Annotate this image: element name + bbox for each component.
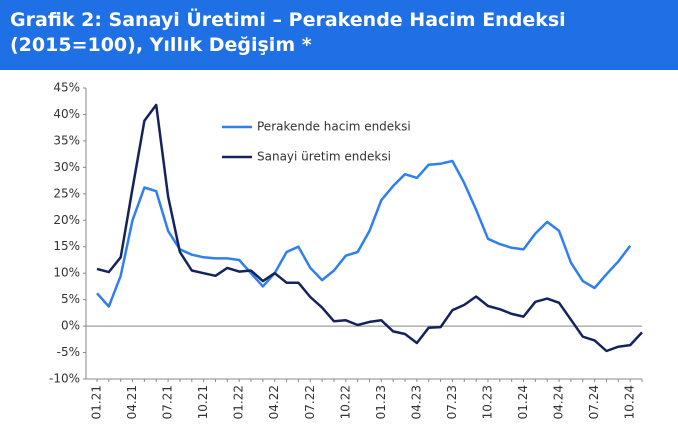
y-tick-label: 25% <box>53 186 80 200</box>
x-tick-label: 10.24 <box>623 385 637 419</box>
y-tick-label: -5% <box>57 345 80 359</box>
x-tick-label: 07.22 <box>303 385 317 419</box>
x-tick-label: 07.24 <box>587 385 601 419</box>
x-tick-label: 07.23 <box>445 385 459 419</box>
legend-label: Sanayi üretim endeksi <box>257 150 391 164</box>
chart-title: Grafik 2: Sanayi Üretimi – Perakende Hac… <box>0 0 678 70</box>
x-tick-label: 01.23 <box>374 385 388 419</box>
x-tick-label: 04.22 <box>267 385 281 419</box>
y-tick-label: 15% <box>53 239 80 253</box>
x-tick-label: 10.21 <box>196 385 210 419</box>
legend-label: Perakende hacim endeksi <box>257 120 411 134</box>
x-tick-label: 10.23 <box>480 385 494 419</box>
y-tick-label: 5% <box>61 292 80 306</box>
y-tick-label: 10% <box>53 266 80 280</box>
x-tick-label: 01.21 <box>90 385 104 419</box>
series-line <box>96 159 632 308</box>
y-tick-label: 30% <box>53 160 80 174</box>
x-tick-label: 01.22 <box>232 385 246 419</box>
series-line <box>96 103 643 353</box>
y-tick-label: 40% <box>53 107 80 121</box>
x-tick-label: 01.24 <box>516 385 530 419</box>
y-tick-label: 0% <box>61 319 80 333</box>
y-tick-label: 35% <box>53 133 80 147</box>
x-tick-label: 04.24 <box>552 385 566 419</box>
y-tick-label: -10% <box>49 372 80 386</box>
x-tick-label: 07.21 <box>161 385 175 419</box>
x-tick-label: 04.23 <box>409 385 423 419</box>
y-tick-label: 20% <box>53 213 80 227</box>
x-tick-label: 10.22 <box>338 385 352 419</box>
y-tick-label: 45% <box>53 81 80 95</box>
x-tick-label: 04.21 <box>125 385 139 419</box>
